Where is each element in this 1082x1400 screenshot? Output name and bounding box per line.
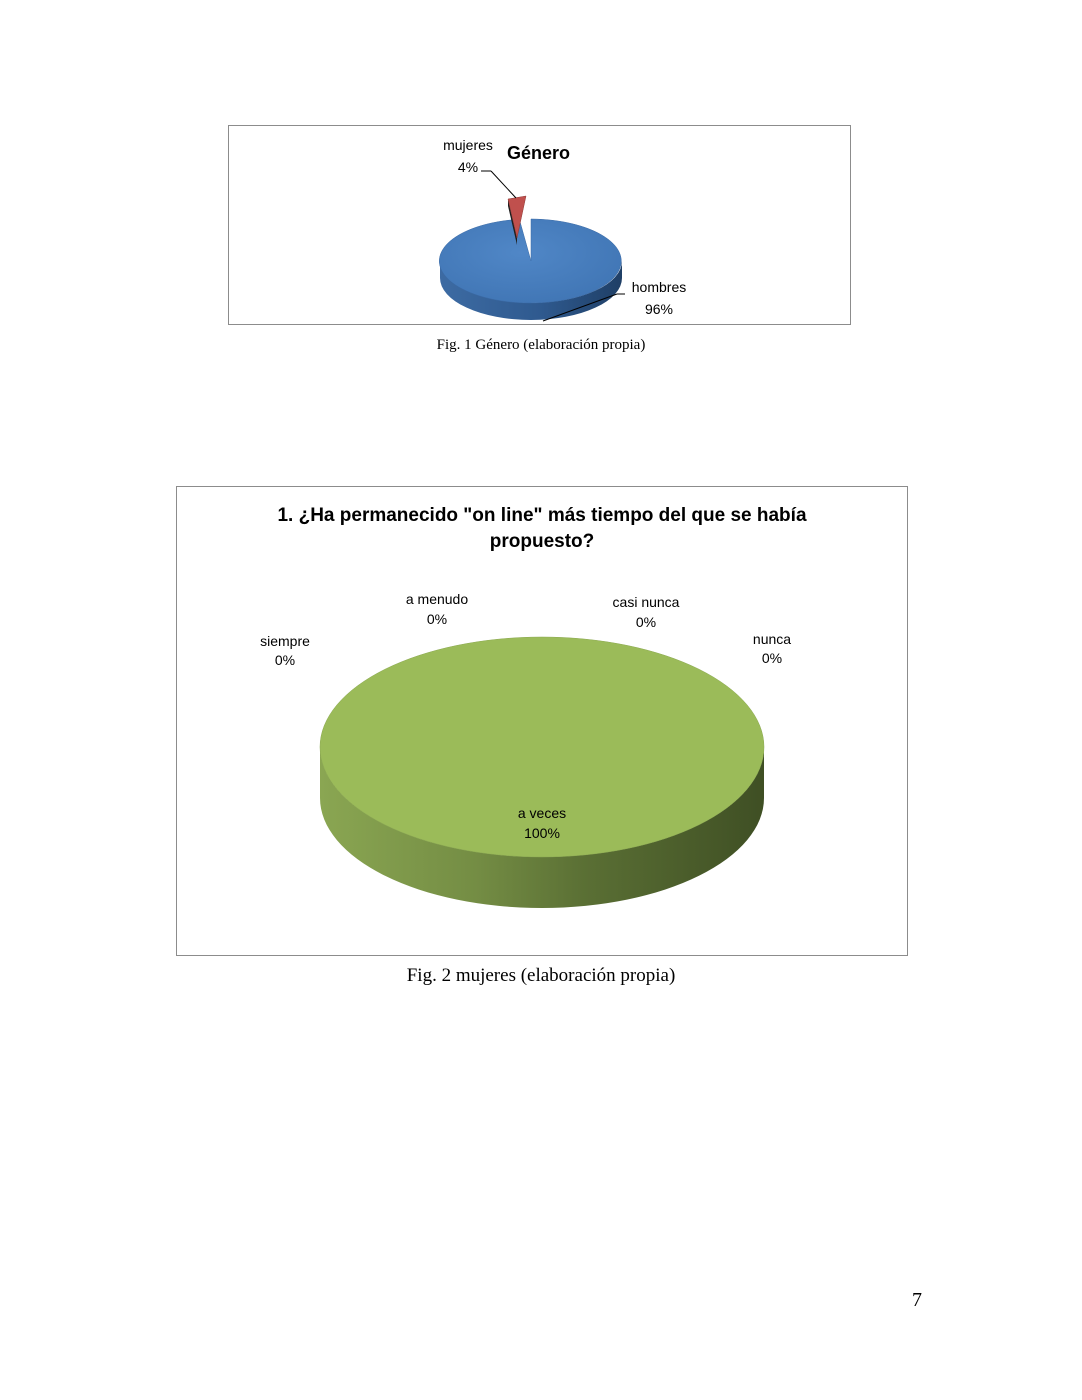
chart-title-line1: 1. ¿Ha permanecido "on line" más tiempo … [277, 505, 806, 526]
gender-pie-svg: Género mujeres 4% hombres 96% [439, 137, 686, 322]
slice-label-a-menudo: a menudo [406, 591, 468, 607]
slice-value-casi-nunca: 0% [636, 614, 656, 630]
slice-mujeres [507, 195, 527, 239]
figure-1-caption: Fig. 1 Género (elaboración propia) [436, 337, 646, 353]
slice-value-a-menudo: 0% [427, 611, 447, 627]
slice-hombres-side [440, 261, 622, 320]
figure-2-caption: Fig. 2 mujeres (elaboración propia) [406, 965, 676, 986]
slice-label-nunca: nunca [753, 631, 791, 647]
online-time-pie-svg: 1. ¿Ha permanecido "on line" más tiempo … [260, 505, 807, 908]
slice-value-siempre: 0% [275, 652, 295, 668]
leader-line-mujeres-diag [490, 170, 517, 199]
page-number: 7 [912, 1289, 922, 1311]
slice-label-casi-nunca: casi nunca [613, 594, 680, 610]
slice-a-veces [319, 636, 765, 858]
gender-chart: Género mujeres 4% hombres 96% [228, 125, 851, 325]
chart-title: Género [507, 143, 570, 163]
slice-mujeres-side [508, 199, 517, 245]
slice-label-a-veces: a veces [518, 805, 566, 821]
online-time-chart: 1. ¿Ha permanecido "on line" más tiempo … [176, 486, 908, 956]
slice-a-veces-side [320, 747, 764, 908]
slice-value-hombres: 96% [645, 301, 673, 317]
slice-label-mujeres: mujeres [443, 137, 493, 153]
leader-line-hombres [542, 293, 618, 322]
slice-label-siempre: siempre [260, 633, 310, 649]
slice-value-a-veces: 100% [524, 825, 560, 841]
slice-value-nunca: 0% [762, 650, 782, 666]
chart-title-line2: propuesto? [490, 531, 595, 552]
slice-value-mujeres: 4% [458, 159, 478, 175]
slice-hombres [439, 218, 622, 304]
slice-label-hombres: hombres [632, 279, 686, 295]
